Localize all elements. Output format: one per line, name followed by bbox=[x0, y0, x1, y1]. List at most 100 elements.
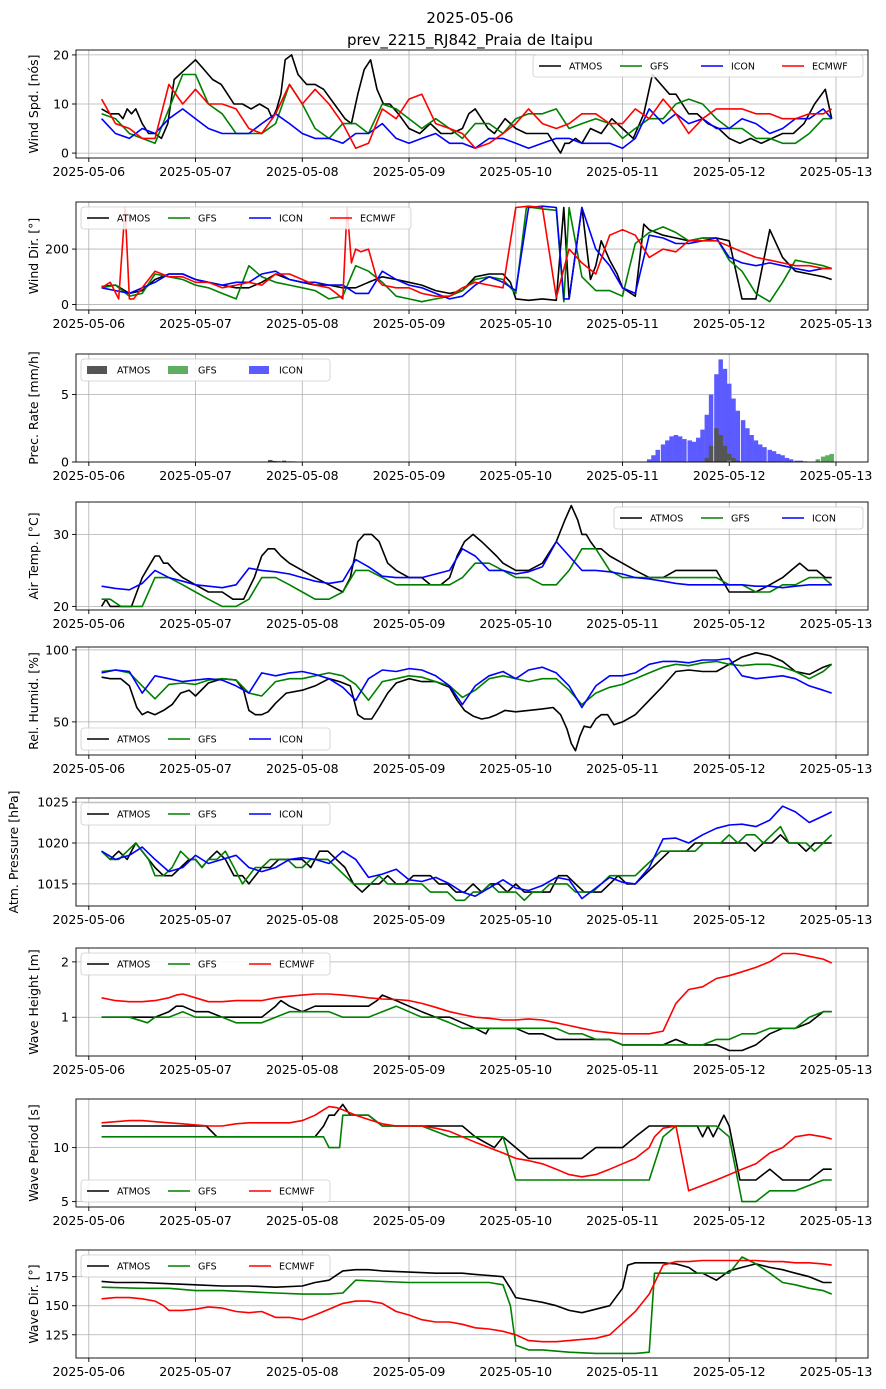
air-temperature-legend: ATMOS GFS ICON bbox=[613, 506, 864, 530]
series-line-icon bbox=[101, 205, 832, 300]
panel-relative-humidity: 2025-05-06 2025-05-07 2025-05-08 2025-05-09… bbox=[26, 642, 872, 776]
bar-icon bbox=[745, 428, 750, 462]
bar-icon bbox=[767, 449, 773, 462]
series-line-ecmwf bbox=[100, 83, 833, 149]
series-line-atmos bbox=[101, 54, 833, 154]
legend-box bbox=[80, 1254, 331, 1278]
x-tick-label: 2025-05-06 bbox=[52, 912, 125, 927]
x-tick-label: 2025-05-06 bbox=[52, 316, 125, 331]
bar-atmos bbox=[722, 445, 728, 462]
relative-humidity-plot-area bbox=[101, 651, 833, 752]
x-tick-label: 2025-05-06 bbox=[52, 1364, 125, 1379]
legend-label-icon: ICON bbox=[279, 810, 303, 821]
x-tick-label: 2025-05-12 bbox=[693, 164, 766, 179]
bar-atmos bbox=[268, 459, 273, 462]
panel-wave-height: 2025-05-06 2025-05-07 2025-05-08 2025-05-09… bbox=[26, 947, 872, 1077]
bar-icon bbox=[714, 374, 719, 462]
y-tick-label: 1 bbox=[61, 1010, 69, 1025]
series-line-gfs bbox=[101, 1256, 833, 1355]
y-tick-label: 0 bbox=[61, 297, 69, 312]
x-tick-label: 2025-05-13 bbox=[800, 1213, 873, 1228]
bar-icon bbox=[665, 440, 670, 462]
series-line-icon bbox=[101, 540, 832, 591]
relative-humidity-gridlines bbox=[76, 647, 868, 755]
bar-icon bbox=[731, 398, 736, 462]
y-tick-label: 20 bbox=[53, 47, 69, 62]
x-tick-label: 2025-05-11 bbox=[586, 468, 659, 483]
y-tick-label: 1020 bbox=[37, 836, 69, 851]
atmospheric-pressure-plot-area bbox=[101, 805, 833, 902]
bar-icon bbox=[726, 383, 732, 462]
y-tick-label: 50 bbox=[53, 714, 69, 729]
legend-label-gfs: GFS bbox=[198, 810, 217, 821]
bar-gfs bbox=[726, 460, 732, 462]
legend-label-atmos: ATMOS bbox=[117, 810, 150, 821]
x-tick-label: 2025-05-13 bbox=[800, 316, 873, 331]
legend-label-gfs: GFS bbox=[198, 214, 217, 225]
legend-label-atmos: ATMOS bbox=[117, 1262, 150, 1273]
legend-label-atmos: ATMOS bbox=[117, 214, 150, 225]
y-tick-label: 125 bbox=[45, 1327, 69, 1342]
wind-speed-plot-area bbox=[100, 54, 833, 154]
x-tick-label: 2025-05-12 bbox=[693, 912, 766, 927]
y-tick-label: 20 bbox=[53, 599, 69, 614]
legend-box bbox=[80, 358, 331, 382]
x-tick-label: 2025-05-12 bbox=[693, 1213, 766, 1228]
bar-atmos bbox=[704, 457, 710, 462]
bar-icon bbox=[677, 436, 683, 462]
x-tick-label: 2025-05-13 bbox=[800, 616, 873, 631]
y-tick-label: 200 bbox=[45, 242, 69, 257]
x-tick-label: 2025-05-10 bbox=[479, 164, 552, 179]
wind-direction-legend: ATMOS GFS ICON ECMWF bbox=[80, 206, 412, 230]
x-tick-label: 2025-05-09 bbox=[373, 1213, 446, 1228]
bar-atmos bbox=[708, 445, 714, 462]
x-tick-label: 2025-05-07 bbox=[159, 468, 232, 483]
legend-label-gfs: GFS bbox=[650, 62, 669, 73]
x-tick-label: 2025-05-11 bbox=[586, 1062, 659, 1077]
y-tick-label: 0 bbox=[61, 455, 69, 470]
x-tick-label: 2025-05-09 bbox=[373, 616, 446, 631]
bar-icon bbox=[776, 453, 781, 462]
wind-speed-ylabel: Wind Spd. [nós] bbox=[26, 55, 41, 154]
bar-atmos bbox=[281, 460, 287, 462]
panel-air-temperature: 2025-05-06 2025-05-07 2025-05-08 2025-05-09… bbox=[26, 501, 873, 631]
bar-gfs bbox=[820, 456, 826, 462]
x-tick-label: 2025-05-08 bbox=[266, 1364, 339, 1379]
x-tick-label: 2025-05-06 bbox=[52, 164, 125, 179]
bar-icon bbox=[660, 444, 666, 462]
atmospheric-pressure-legend: ATMOS GFS ICON bbox=[80, 802, 331, 826]
x-tick-label: 2025-05-13 bbox=[800, 1364, 873, 1379]
bar-icon bbox=[794, 460, 799, 462]
bar-atmos bbox=[735, 460, 741, 462]
series-line-gfs bbox=[101, 206, 832, 303]
legend-label-atmos: ATMOS bbox=[117, 366, 150, 377]
y-tick-label: 175 bbox=[45, 1269, 69, 1284]
x-tick-label: 2025-05-08 bbox=[266, 761, 339, 776]
bar-atmos bbox=[714, 428, 719, 462]
series-line-gfs bbox=[101, 660, 833, 706]
y-tick-label: 2 bbox=[61, 954, 69, 969]
x-tick-label: 2025-05-08 bbox=[266, 164, 339, 179]
x-tick-label: 2025-05-09 bbox=[373, 912, 446, 927]
air-temperature-axes-frame bbox=[75, 501, 869, 611]
series-line-gfs bbox=[101, 1005, 832, 1046]
x-tick-label: 2025-05-09 bbox=[373, 1062, 446, 1077]
figure-title-station: prev_2215_RJ842_Praia de Itaipu bbox=[347, 31, 593, 50]
legend-label-atmos: ATMOS bbox=[117, 735, 150, 746]
chart-panels: 2025-05-06 2025-05-07 2025-05-08 2025-05-09… bbox=[6, 47, 872, 1379]
x-tick-label: 2025-05-09 bbox=[373, 164, 446, 179]
figure-title-date: 2025-05-06 bbox=[426, 9, 513, 27]
bar-atmos bbox=[718, 435, 723, 462]
series-line-icon bbox=[101, 108, 833, 149]
legend-label-icon: ICON bbox=[279, 735, 303, 746]
wave-period-ylabel: Wave Period [s] bbox=[26, 1104, 41, 1202]
x-tick-label: 2025-05-07 bbox=[159, 316, 232, 331]
legend-label-atmos: ATMOS bbox=[569, 62, 602, 73]
wind-direction-axes-frame bbox=[75, 201, 869, 311]
x-tick-label: 2025-05-07 bbox=[159, 164, 232, 179]
precipitation-plot-area bbox=[268, 359, 834, 462]
legend-label-ecmwf: ECMWF bbox=[279, 1187, 315, 1198]
x-tick-label: 2025-05-12 bbox=[693, 316, 766, 331]
x-tick-label: 2025-05-07 bbox=[159, 1364, 232, 1379]
